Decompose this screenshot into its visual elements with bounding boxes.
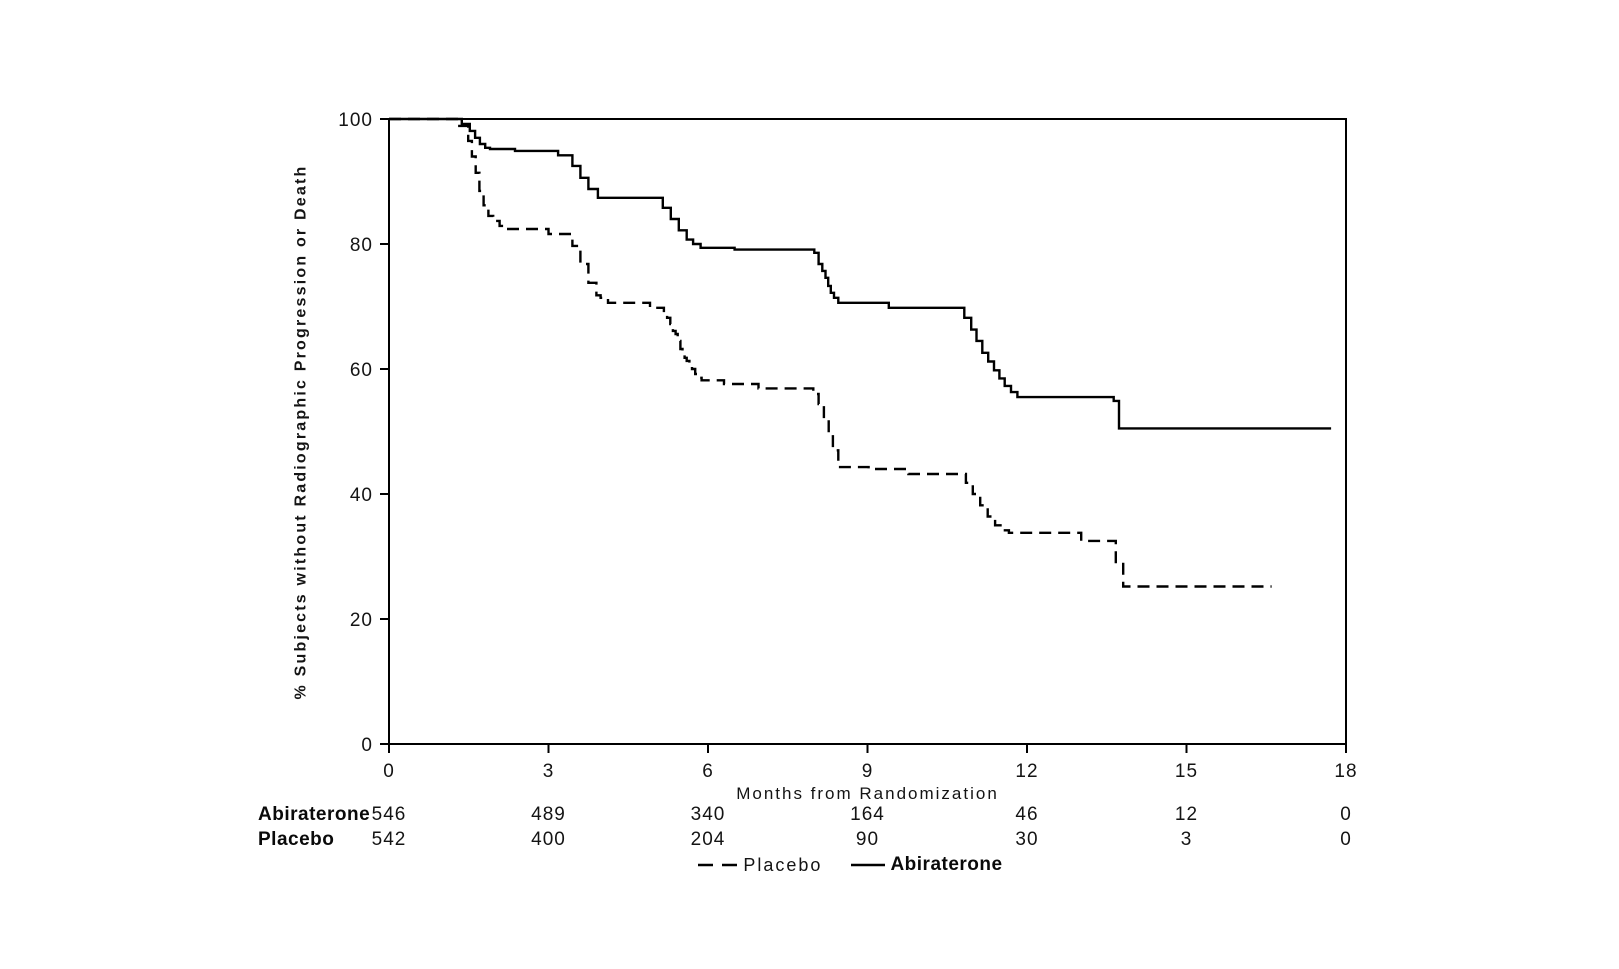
x-tick-label: 9 <box>862 761 874 782</box>
plot-frame <box>388 118 1347 745</box>
abiraterone-solid-line-sample <box>851 863 886 867</box>
y-tick-label: 60 <box>350 360 373 381</box>
at-risk-count: 12 <box>1174 804 1199 825</box>
at-risk-count: 3 <box>1180 829 1193 850</box>
curve-abiraterone <box>389 117 1332 430</box>
at-risk-count: 489 <box>531 804 566 825</box>
at-risk-count: 204 <box>690 829 726 850</box>
y-axis-title-box: % Subjects without Radiographic Progress… <box>284 119 318 744</box>
x-tick-label: 6 <box>702 761 714 782</box>
at-risk-count: 164 <box>850 804 885 825</box>
x-tick-label: 15 <box>1175 761 1198 782</box>
at-risk-count: 0 <box>1340 804 1352 825</box>
at-risk-count: 546 <box>371 804 407 825</box>
x-tick-label: 12 <box>1015 761 1038 782</box>
at-risk-count: 90 <box>855 829 880 850</box>
y-tick-label: 0 <box>361 735 373 756</box>
x-tick-label: 18 <box>1334 761 1357 782</box>
y-tick-label: 40 <box>350 485 373 506</box>
at-risk-label-abiraterone: Abiraterone <box>258 804 371 825</box>
at-risk-count: 30 <box>1015 829 1039 850</box>
legend-label-abiraterone: Abiraterone <box>890 854 1003 875</box>
at-risk-count: 542 <box>371 829 407 850</box>
at-risk-label-placebo: Placebo <box>258 829 335 850</box>
y-tick-label: 80 <box>350 235 373 256</box>
at-risk-count: 340 <box>690 804 726 825</box>
x-tick-label: 3 <box>543 761 555 782</box>
legend-label-placebo: Placebo <box>743 854 823 875</box>
at-risk-count: 0 <box>1340 829 1352 850</box>
legend: Placebo Abiraterone <box>0 852 1619 878</box>
at-risk-row-placebo: Placebo 542 400 204 90 30 3 0 <box>0 829 1619 853</box>
placebo-dashed-line-sample <box>698 863 739 867</box>
curve-placebo <box>389 117 1272 588</box>
at-risk-row-abiraterone: Abiraterone 546 489 340 164 46 12 0 <box>0 804 1619 828</box>
x-axis-title: Months from Randomization <box>736 784 999 803</box>
x-tick-label: 0 <box>383 761 395 782</box>
at-risk-count: 400 <box>531 829 566 850</box>
at-risk-count: 46 <box>1015 804 1039 825</box>
y-axis-title: % Subjects without Radiographic Progress… <box>292 164 309 699</box>
y-tick-label: 100 <box>338 110 373 131</box>
y-tick-label: 20 <box>350 610 373 631</box>
